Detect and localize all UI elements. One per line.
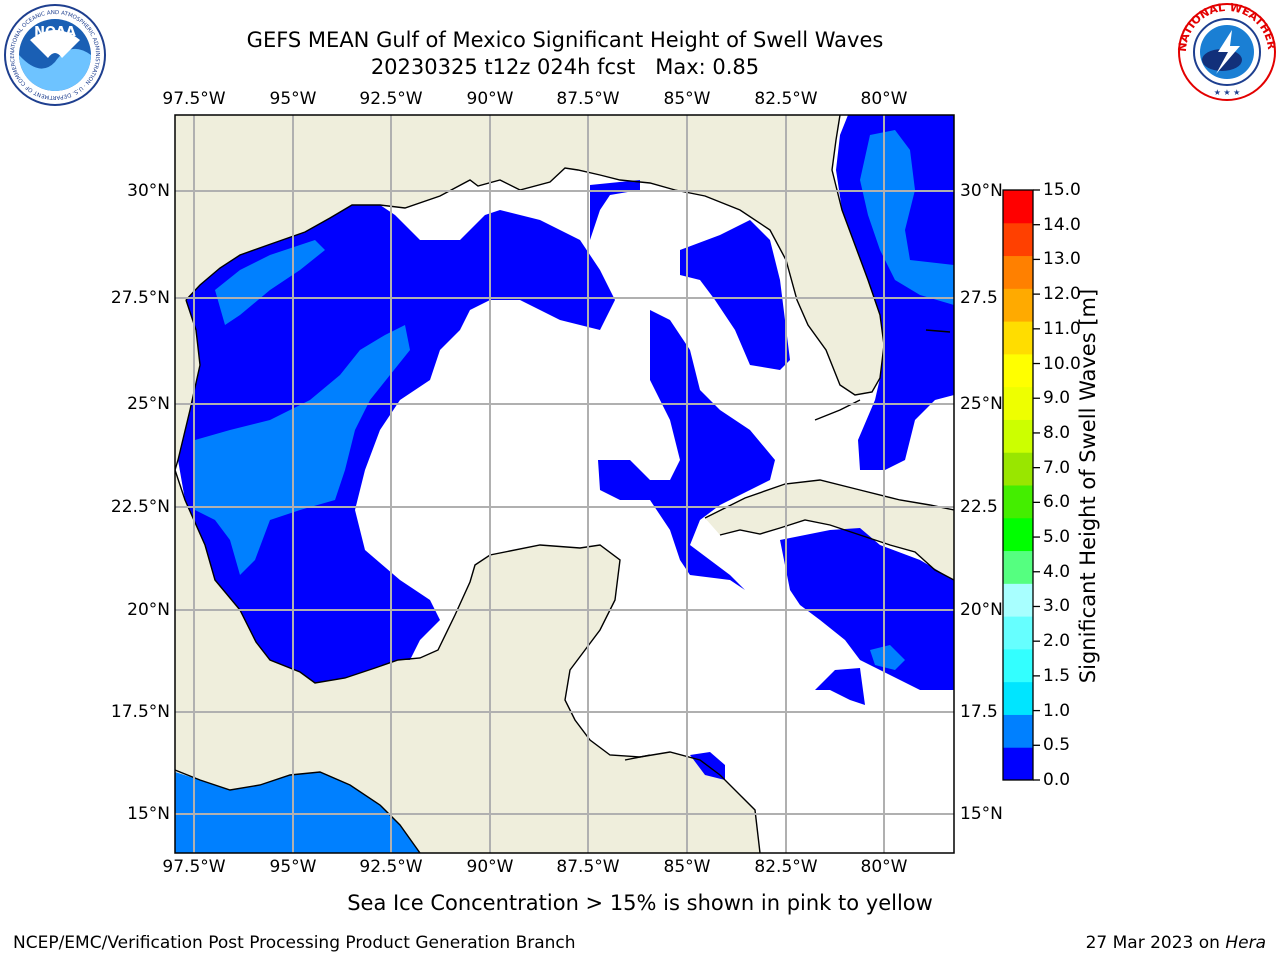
lat-tick-right: 25°N [960,394,1003,414]
colorbar-tick-label: 15.0 [1043,180,1081,200]
colorbar-band [1003,452,1033,486]
lon-tick-top: 90°W [466,89,514,109]
sea-ice-note: Sea Ice Concentration > 15% is shown in … [347,891,933,915]
colorbar-tick-label: 0.0 [1043,770,1071,790]
lon-tick-bottom: 90°W [466,857,514,877]
colorbar-band [1003,648,1033,683]
lon-tick-bottom: 80°W [860,857,908,877]
gridlines [175,115,954,853]
credit-line: NCEP/EMC/Verification Post Processing Pr… [13,933,576,953]
lon-tick-bottom: 95°W [269,857,317,877]
noaa-logo: NOAA NATIONAL OCEANIC AND ATMOSPHERIC AD… [4,4,106,106]
lat-tick-left: 27.5°N [110,288,170,308]
colorbar-band [1003,550,1033,584]
lat-tick-right: 30°N [960,181,1003,201]
lon-tick-top: 85°W [663,89,711,109]
colorbar-tick-label: 7.0 [1043,457,1071,478]
lat-tick-left: 25°N [127,394,170,414]
colorbar-tick-label: 14.0 [1043,214,1081,235]
noaa-logo-text: NOAA [34,25,76,40]
colorbar-tick-label: 12.0 [1043,284,1081,305]
colorbar-band [1003,419,1033,453]
colorbar-tick-label: 2.0 [1043,631,1071,652]
colorbar-band [1003,288,1033,322]
colorbar-tick-label: 9.0 [1043,388,1071,409]
map-frame [174,114,955,854]
colorbar-band [1003,747,1033,781]
colorbar-band [1003,353,1033,388]
land-us-gulf-coast [175,115,884,470]
date-text: 27 Mar 2023 on [1085,933,1226,953]
colorbar-band [1003,321,1033,355]
colorbar-tick-label: 8.0 [1043,422,1071,443]
lon-tick-bottom: 92.5°W [359,857,423,877]
lat-tick-right: 20°N [960,600,1003,620]
colorbar-tick-label: 6.0 [1043,492,1071,513]
host-name: Hera [1225,933,1266,953]
lat-tick-left: 30°N [127,181,170,201]
colorbar-band [1003,485,1033,519]
lat-tick-left: 17.5°N [110,702,170,722]
land-mexico-central-america [175,470,760,853]
swell-mid-west-gulf [215,240,325,325]
colorbar-band [1003,386,1033,420]
colorbar-band [1003,714,1033,748]
colorbar-title: Significant Height of Swell Waves [m] [1076,288,1100,684]
swell-low-west-gulf [178,205,615,683]
colorbar-tick-label: 0.5 [1043,735,1071,756]
lon-tick-top: 80°W [860,89,908,109]
lon-tick-top: 97.5°W [162,89,226,109]
swell-mid-caribbean [870,645,905,670]
lon-tick-top: 87.5°W [556,89,620,109]
lat-tick-right: 17.5 [960,702,998,722]
colorbar-tick-label: 1.5 [1043,665,1071,686]
colorbar-band [1003,190,1033,224]
colorbar-tick-label: 13.0 [1043,249,1081,270]
swell-low-fl-west [680,220,790,370]
swell-mid-west-gulf-band [195,325,410,575]
map-area [175,115,954,853]
lon-tick-bottom: 97.5°W [162,857,226,877]
colorbar-band [1003,255,1033,289]
lon-tick-bottom: 87.5°W [556,857,620,877]
svg-text:★ ★ ★: ★ ★ ★ [1214,88,1241,97]
lon-tick-top: 82.5°W [754,89,818,109]
lon-tick-bottom: 85°W [663,857,711,877]
colorbar-band [1003,681,1033,715]
colorbar-band [1003,583,1033,617]
lat-tick-right: 22.5 [960,497,998,517]
lat-tick-left: 20°N [127,600,170,620]
lon-tick-top: 92.5°W [359,89,423,109]
colorbar-band [1003,616,1033,650]
colorbar-band [1003,222,1033,257]
colorbar-tick-label: 5.0 [1043,527,1071,548]
colorbar [1003,190,1033,781]
lon-tick-bottom: 82.5°W [754,857,818,877]
colorbar-tick-label: 1.0 [1043,700,1071,721]
colorbar-tick-label: 10.0 [1043,353,1081,374]
swell-low-east-gulf [590,180,640,240]
colorbar-tick-label: 4.0 [1043,561,1071,582]
swell-pacific [175,772,420,853]
lon-tick-top: 95°W [269,89,317,109]
colorbar-tick-label: 11.0 [1043,318,1081,339]
land-cuba [705,480,954,580]
date-line: 27 Mar 2023 on Hera [1086,933,1266,953]
title-line-2: 20230325 t12z 024h fcst Max: 0.85 [370,55,760,79]
lat-tick-left: 22.5°N [110,497,170,517]
title-line-1: GEFS MEAN Gulf of Mexico Significant Hei… [246,28,884,52]
colorbar-tick-label: 3.0 [1043,596,1071,617]
lat-tick-right: 27.5 [960,288,998,308]
colorbar-band [1003,517,1033,552]
lat-tick-right: 15°N [960,804,1003,824]
lat-tick-left: 15°N [127,804,170,824]
